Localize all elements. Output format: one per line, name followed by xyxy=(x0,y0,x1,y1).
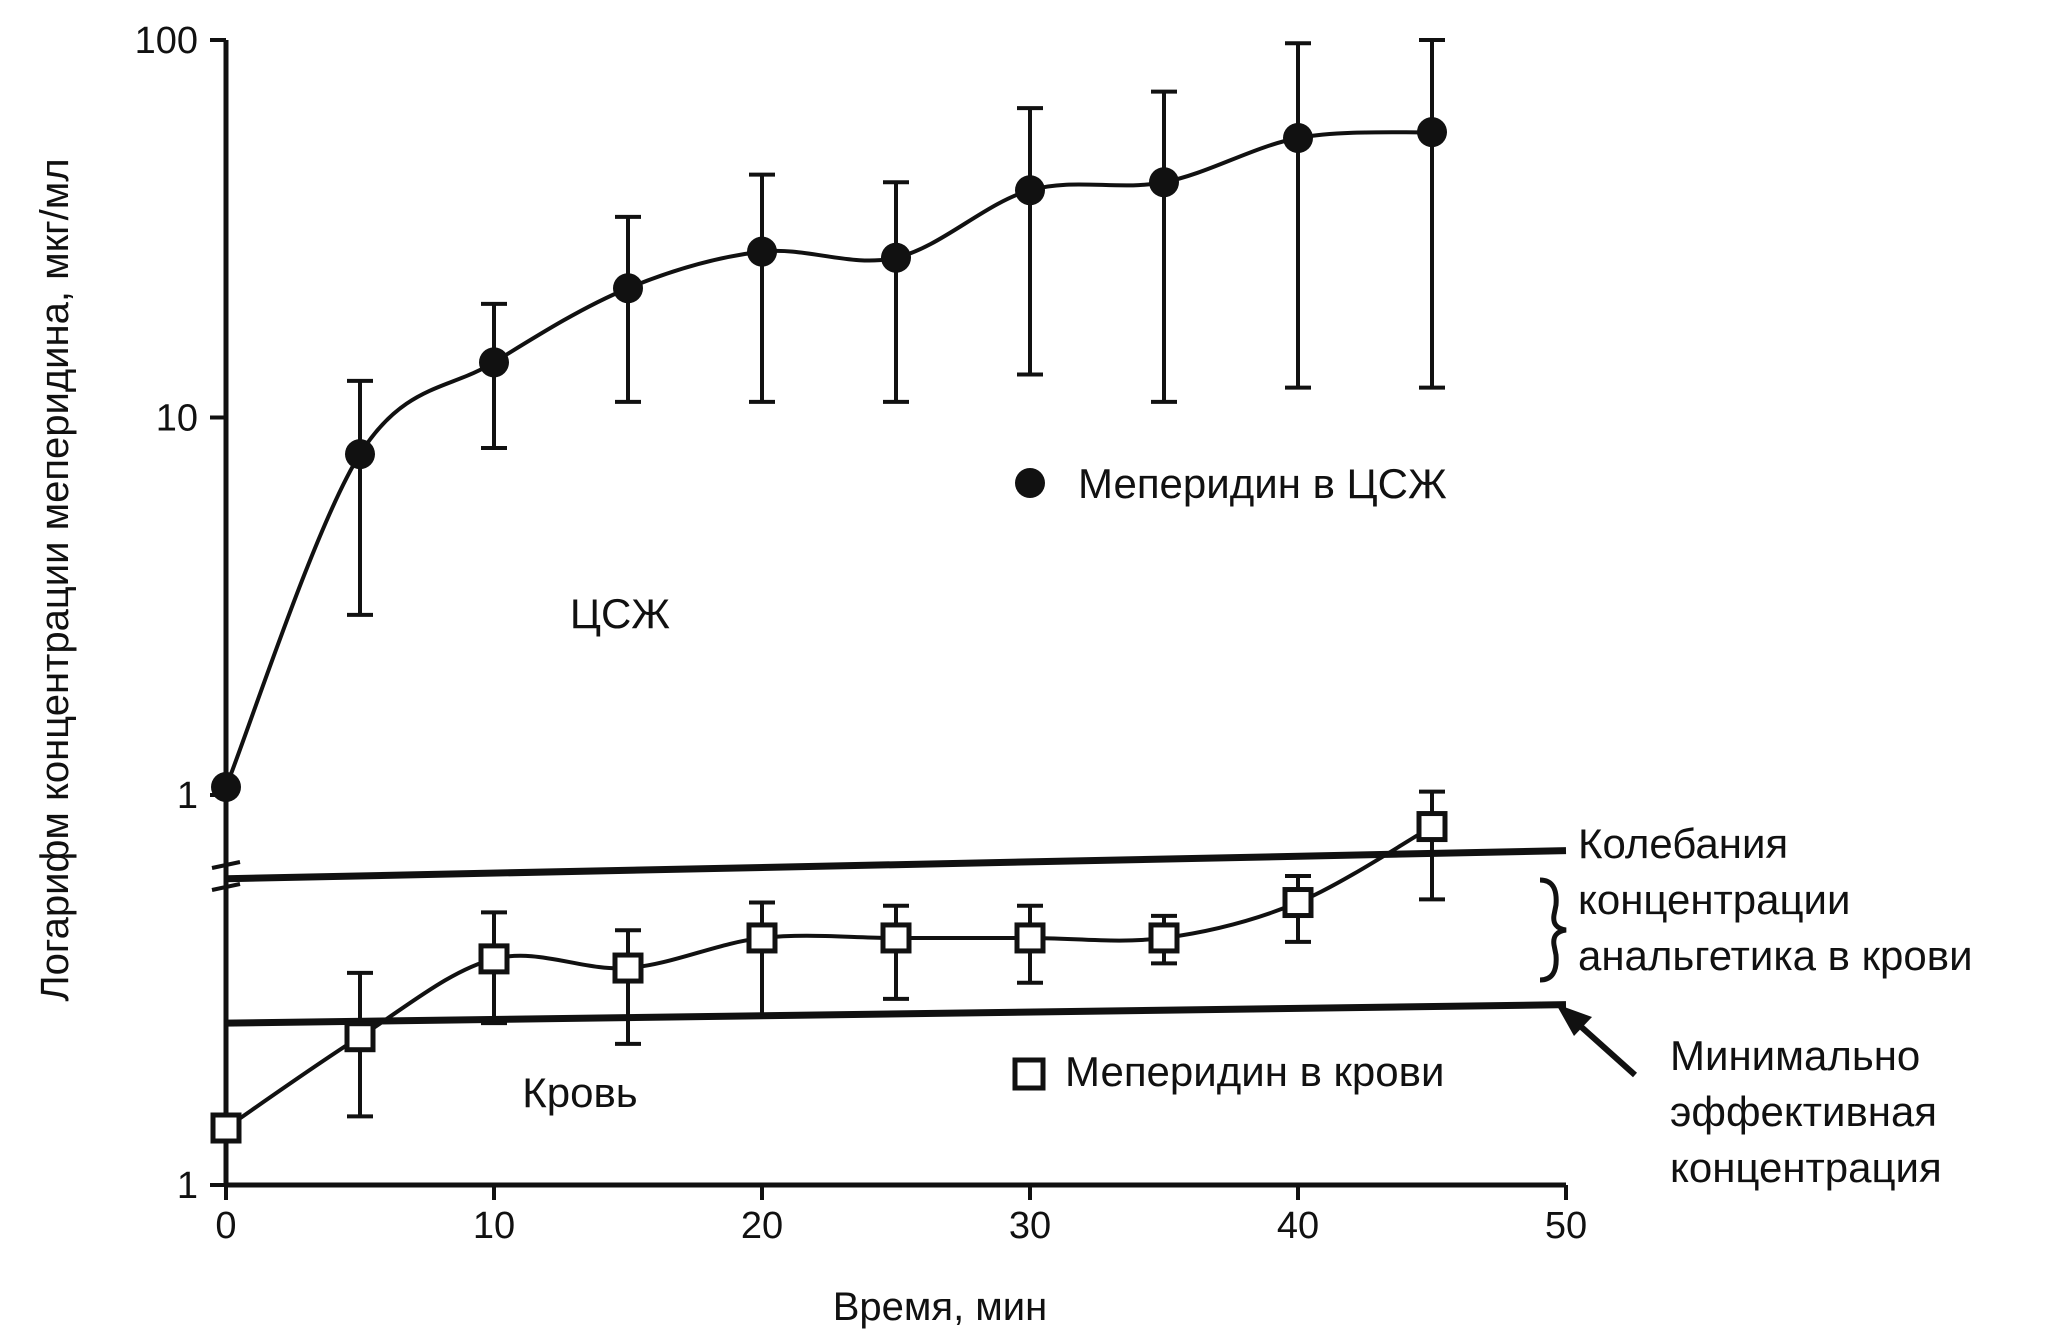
data-point-csf xyxy=(1417,117,1447,148)
fluctuation-label-line-2: концентрации xyxy=(1578,876,1850,923)
legend-label-csf: Меперидин в ЦСЖ xyxy=(1078,460,1447,507)
data-point-csf xyxy=(747,236,777,267)
data-point-blood xyxy=(344,1021,376,1053)
legend-label-blood: Меперидин в крови xyxy=(1065,1048,1444,1095)
data-point-csf xyxy=(345,439,375,470)
data-point-blood xyxy=(880,922,912,954)
data-point-blood xyxy=(210,1112,242,1144)
fluctuation-label-line-1: Колебания xyxy=(1578,820,1788,867)
data-point-blood xyxy=(1416,811,1448,843)
x-axis-label: Время, мин xyxy=(833,1285,1048,1329)
series-line-blood xyxy=(224,824,1433,1130)
x-tick-label: 20 xyxy=(741,1205,783,1247)
y-tick-label: 100 xyxy=(135,20,198,62)
data-point-csf xyxy=(613,273,643,304)
x-tick-label: 50 xyxy=(1545,1205,1587,1247)
y-ticks: 100 10 1 1 xyxy=(135,20,241,1207)
x-tick-label: 10 xyxy=(473,1205,515,1247)
mec-label-line-1: Минимально xyxy=(1670,1032,1920,1079)
x-ticks: 0 10 20 30 40 50 xyxy=(215,1185,1587,1247)
mec-label-line-3: концентрация xyxy=(1670,1144,1942,1191)
data-point-csf xyxy=(211,772,241,803)
mec-label-line-2: эффективная xyxy=(1670,1088,1937,1135)
y-axis-label: Логарифм концентрации меперидина, мкг/мл xyxy=(33,158,77,1001)
data-point-blood xyxy=(1148,922,1180,954)
y-tick-label: 1 xyxy=(177,1165,198,1207)
x-tick-label: 0 xyxy=(215,1205,236,1247)
data-point-csf xyxy=(1015,175,1045,206)
x-tick-label: 40 xyxy=(1277,1205,1319,1247)
x-tick-label: 30 xyxy=(1009,1205,1051,1247)
legend-marker-blood xyxy=(1012,1057,1046,1091)
reference-line xyxy=(225,1001,1567,1027)
data-point-csf xyxy=(1283,123,1313,154)
y-axis-break-mark xyxy=(211,860,241,870)
region-label-blood: Кровь xyxy=(522,1069,637,1116)
data-point-blood xyxy=(1014,922,1046,954)
data-point-csf xyxy=(479,347,509,378)
y-axis-break-mark xyxy=(211,882,241,892)
fluctuation-brace xyxy=(1539,877,1567,983)
mec-arrow-head xyxy=(1556,1004,1592,1036)
region-label-csf: ЦСЖ xyxy=(570,590,670,637)
data-point-blood xyxy=(1282,887,1314,919)
data-point-blood xyxy=(478,943,510,975)
reference-line xyxy=(225,847,1567,883)
data-point-blood xyxy=(612,952,644,984)
y-tick-label: 10 xyxy=(156,398,198,440)
error-bars xyxy=(347,38,1445,1119)
data-point-blood xyxy=(746,922,778,954)
data-point-csf xyxy=(881,242,911,273)
y-tick-label: 1 xyxy=(177,775,198,817)
data-markers xyxy=(210,117,1448,1144)
series-curves xyxy=(224,130,1433,1130)
data-point-csf xyxy=(1149,167,1179,198)
fluctuation-label-line-3: анальгетика в крови xyxy=(1578,932,1973,979)
reference-lines xyxy=(225,847,1567,1027)
legend-marker-csf xyxy=(1015,468,1045,498)
